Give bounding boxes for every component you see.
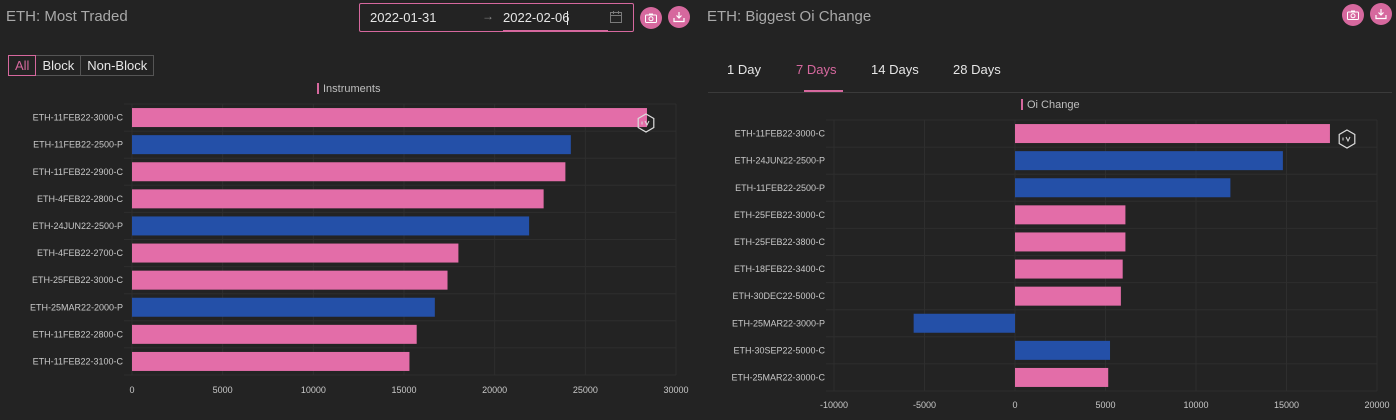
most-traded-panel: ETH: Most Traded 2022-01-31 → 2022-02-06… [6,3,690,395]
tab-14-days[interactable]: 14 Days [871,62,919,77]
bar[interactable] [132,216,530,236]
y-tick-label: ETH-24JUN22-2500-P [32,221,123,231]
filter-all-button[interactable]: All [8,55,37,76]
gvol-logo-icon [1338,129,1356,149]
date-to-input[interactable]: 2022-02-06 [503,10,570,25]
y-tick-label: ETH-18FEB22-3400-C [734,264,826,274]
trade-type-filter[interactable]: All Block Non-Block [8,55,155,76]
panel-title: ETH: Biggest Oi Change [707,8,872,25]
logo-mark [641,120,650,127]
y-tick-label: ETH-11FEB22-3000-C [33,113,124,123]
y-tick-label: ETH-11FEB22-3000-C [735,129,826,139]
x-tick-label: -10000 [820,400,848,410]
y-tick-label: ETH-11FEB22-2800-C [33,329,124,339]
y-tick-label: ETH-11FEB22-2500-P [735,183,825,193]
bar[interactable] [132,351,410,371]
y-tick-label: ETH-11FEB22-2900-C [33,167,124,177]
date-from-input[interactable]: 2022-01-31 [370,10,437,25]
download-button[interactable] [668,6,690,28]
bar[interactable] [132,324,417,344]
gvol-logo-icon [637,113,655,133]
bar[interactable] [1015,124,1330,144]
panel-title: ETH: Most Traded [6,8,128,25]
chart-legend[interactable]: Oi Change [1021,99,1080,111]
x-tick-label: 10000 [301,385,326,395]
y-tick-label: ETH-25FEB22-3000-C [32,275,124,285]
date-range-arrow-icon: → [482,9,494,23]
bar[interactable] [1015,340,1111,360]
logo-mark [1342,136,1351,143]
legend-swatch [1021,99,1023,110]
y-tick-label: ETH-25FEB22-3800-C [734,237,826,247]
y-tick-label: ETH-24JUN22-2500-P [734,156,825,166]
bar[interactable] [1015,259,1123,279]
bar[interactable] [132,108,647,128]
download-icon [1375,9,1387,20]
x-tick-label: 0 [129,385,134,395]
bar[interactable] [132,270,448,290]
hexagon-shape [637,113,655,133]
bar[interactable] [132,135,571,155]
y-tick-label: ETH-11FEB22-3100-C [33,356,124,366]
y-tick-label: ETH-25FEB22-3000-C [734,210,826,220]
x-tick-label: 0 [1012,400,1017,410]
bar[interactable] [132,243,459,263]
filter-non-block-button[interactable]: Non-Block [81,55,155,76]
tab-1-day[interactable]: 1 Day [727,62,761,77]
bar[interactable] [132,297,435,317]
x-tick-label: 5000 [213,385,233,395]
y-tick-label: ETH-25MAR22-2000-P [30,302,123,312]
y-tick-label: ETH-25MAR22-3000-C [731,372,825,382]
hexagon-shape [1338,129,1356,149]
camera-icon [1347,10,1359,20]
biggest-oi-change-panel: ETH: Biggest Oi Change 1 Day 7 Days 14 D… [700,0,1396,420]
camera-icon [645,13,657,23]
y-tick-label: ETH-30SEP22-5000-C [733,345,825,355]
oi-change-chart: ETH-11FEB22-3000-C ETH-24JUN22-2500-P ETH-… [731,119,1390,410]
y-tick-label: ETH-11FEB22-2500-P [33,140,123,150]
x-tick-label: 10000 [1183,400,1208,410]
legend-swatch [317,83,319,94]
bar[interactable] [1015,286,1121,306]
x-tick-label: 20000 [482,385,507,395]
y-tick-label: ETH-30DEC22-5000-C [732,291,825,301]
bar[interactable] [1015,367,1109,387]
active-tab-indicator [804,90,843,92]
x-tick-label: 30000 [663,385,688,395]
tab-7-days[interactable]: 7 Days [796,62,837,77]
text-caret [567,11,568,25]
download-icon [673,12,685,23]
tab-28-days[interactable]: 28 Days [953,62,1001,77]
legend-label: Instruments [323,83,381,95]
date-range-picker[interactable]: 2022-01-31 → 2022-02-06 [359,3,634,32]
y-tick-label: ETH-25MAR22-3000-P [732,318,825,328]
legend-label: Oi Change [1027,99,1080,111]
y-tick-label: ETH-4FEB22-2800-C [37,194,124,204]
bar[interactable] [132,189,544,209]
x-tick-label: 15000 [1274,400,1299,410]
bar[interactable] [913,313,1015,333]
x-tick-label: -5000 [913,400,936,410]
chart-legend[interactable]: Instruments [317,83,380,95]
x-tick-label: 20000 [1364,400,1389,410]
x-tick-label: 15000 [391,385,416,395]
filter-block-button[interactable]: Block [36,55,82,76]
x-tick-label: 5000 [1095,400,1115,410]
bar[interactable] [1015,205,1126,225]
active-input-underline [503,30,608,31]
screenshot-button[interactable] [640,7,662,29]
most-traded-chart: ETH-11FEB22-3000-C ETH-11FEB22-2500-P ETH-… [30,103,689,395]
bar[interactable] [132,162,566,182]
y-tick-label: ETH-4FEB22-2700-C [37,248,124,258]
bar[interactable] [1015,178,1231,198]
bar[interactable] [1015,232,1126,252]
download-button[interactable] [1370,3,1392,25]
bar[interactable] [1015,151,1283,171]
screenshot-button[interactable] [1342,4,1364,26]
x-tick-label: 25000 [573,385,598,395]
calendar-icon[interactable] [610,11,622,23]
period-tabs: 1 Day 7 Days 14 Days 28 Days [708,56,1392,93]
